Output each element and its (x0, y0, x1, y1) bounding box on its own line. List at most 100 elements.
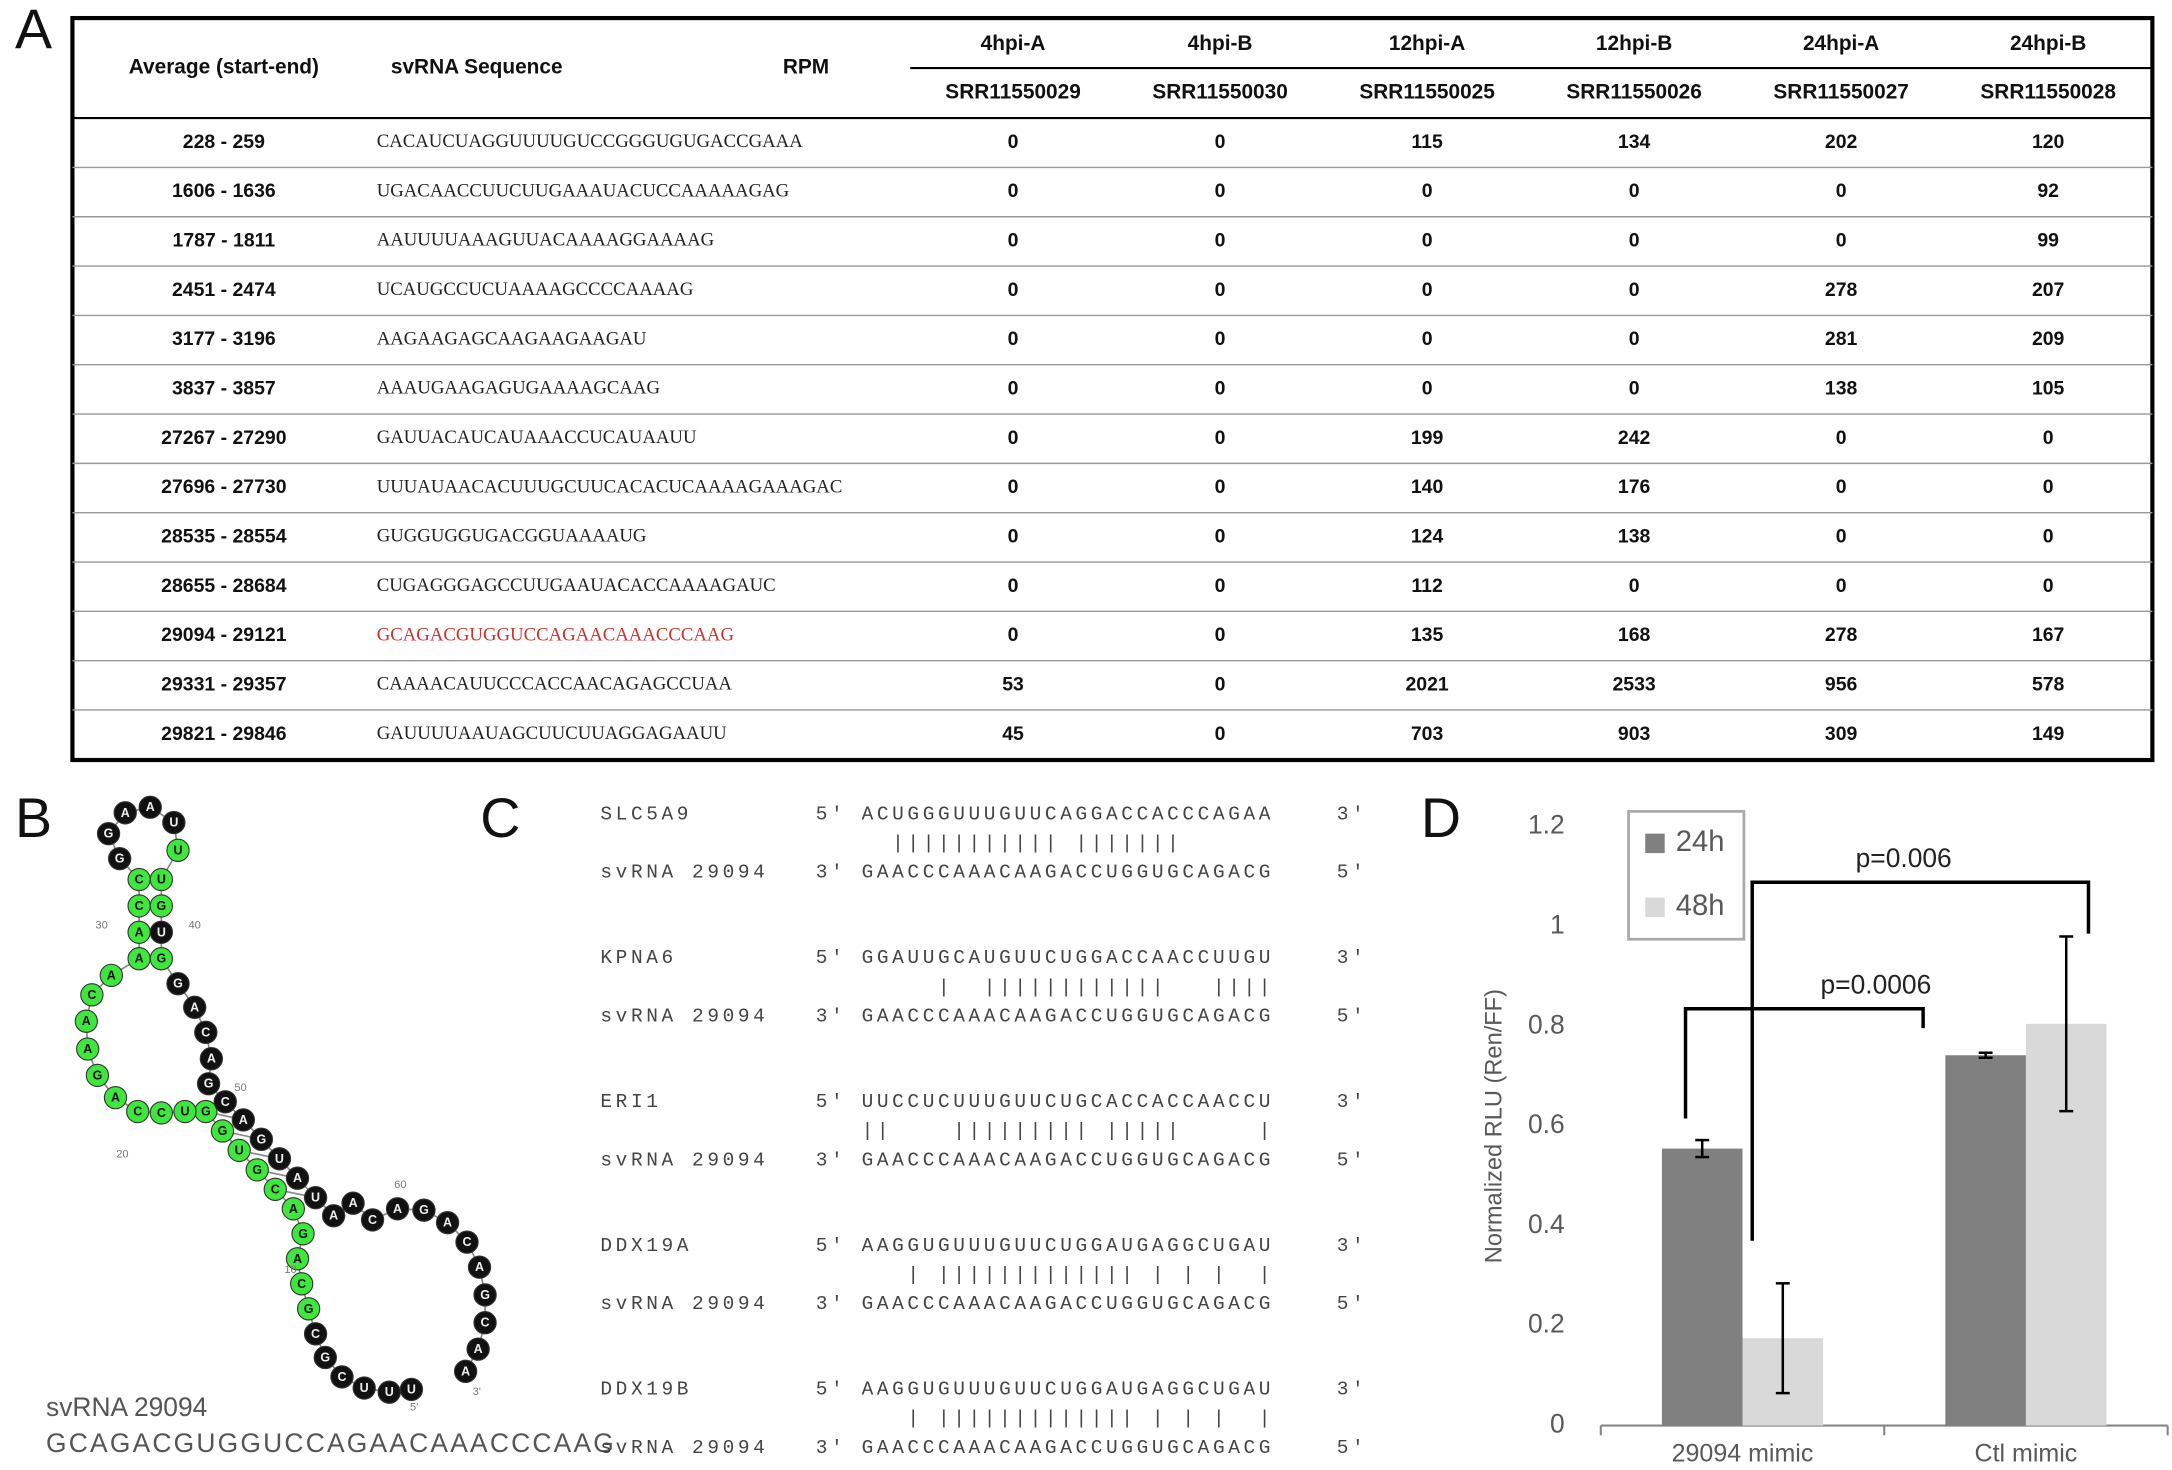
nucleotide (149, 894, 174, 918)
nucleotide-base: A (289, 1202, 298, 1216)
prime-end: 3′ (1337, 1379, 1368, 1401)
legend-swatch (1645, 897, 1665, 918)
nucleotide-base: A (393, 1202, 402, 1216)
rpm-cell: 0 (1215, 673, 1226, 695)
sample-group: 4hpi-A (981, 32, 1046, 55)
nucleotide (107, 846, 132, 871)
column-header: svRNA Sequence (391, 56, 563, 79)
range-cell: 28535 - 28554 (161, 525, 287, 547)
nucleotide (352, 1376, 376, 1400)
rpm-cell: 0 (1215, 476, 1226, 498)
sample-group: 12hpi-A (1389, 32, 1465, 55)
nucleotide-base: C (135, 899, 144, 913)
nucleotide-base: C (133, 1105, 142, 1119)
nucleotide-base: G (115, 852, 125, 866)
rpm-cell: 903 (1618, 723, 1651, 745)
range-cell: 28655 - 28684 (161, 575, 287, 597)
nucleotide-base: A (239, 1113, 248, 1127)
rpm-cell: 0 (1422, 279, 1433, 301)
rpm-cell: 309 (1825, 723, 1858, 745)
sample-id: SRR11550027 (1773, 81, 1909, 104)
rpm-cell: 0 (1836, 180, 1847, 202)
nucleotide-base: A (329, 1209, 338, 1223)
nucleotide-base: A (461, 1364, 470, 1378)
sequence-cell: AAUUUUAAAGUUACAAAAGGAAAAG (377, 230, 714, 251)
rpm-cell: 99 (2037, 230, 2059, 252)
pairing: || ||||||||| ||||| | (862, 1120, 1274, 1142)
nucleotide (103, 1085, 128, 1110)
nucleotide-base: C (135, 872, 144, 886)
pairing: ||||||||||| ||||||| (862, 833, 1183, 855)
rpm-cell: 45 (1002, 723, 1024, 745)
nucleotide-base: C (271, 1182, 280, 1196)
nucleotide-base: G (218, 1124, 228, 1138)
prime-end: 3′ (1337, 803, 1368, 825)
rpm-cell: 0 (1008, 525, 1019, 547)
rpm-cell: 202 (1825, 131, 1858, 153)
nucleotide-base: A (107, 968, 116, 982)
nucleotide (74, 1009, 98, 1033)
nucleotide-base: G (156, 952, 166, 966)
nucleotide (194, 1020, 218, 1045)
nucleotide (377, 1380, 401, 1404)
rpm-cell: 0 (1629, 575, 1640, 597)
range-cell: 3177 - 3196 (172, 328, 276, 350)
position-label: 50 (234, 1082, 246, 1094)
nucleotide-base: A (475, 1260, 484, 1274)
nucleotide (455, 1230, 479, 1254)
nucleotide (296, 1297, 321, 1321)
nucleotide-base: A (190, 1000, 199, 1014)
rpm-cell: 0 (1215, 230, 1226, 252)
svrna-sequence: GAACCCAAACAAGACCUGGUGCAGACG (862, 862, 1274, 884)
nucleotide-base: C (311, 1327, 320, 1341)
range-cell: 1606 - 1636 (172, 180, 276, 202)
nucleotide (313, 1345, 337, 1370)
legend-label: 48h (1676, 890, 1725, 922)
rpm-cell: 0 (1008, 180, 1019, 202)
prime-end: 5′ (1337, 1149, 1368, 1171)
nucleotide-base: G (104, 827, 114, 841)
nucleotide-base: U (360, 1381, 369, 1395)
nucleotide (149, 947, 174, 971)
target-sequence: GGAUUGCAUGUUCUGGACCAACCUUGU (862, 947, 1274, 969)
position-label: 30 (95, 919, 107, 931)
rpm-cell: 134 (1618, 131, 1651, 153)
rpm-cell: 0 (1008, 575, 1019, 597)
rpm-cell: 0 (1629, 279, 1640, 301)
rpm-cell: 0 (1215, 378, 1226, 400)
rpm-cell: 0 (1836, 427, 1847, 449)
rpm-cell: 0 (1629, 378, 1640, 400)
nucleotide-base: A (293, 1252, 302, 1266)
nucleotide (126, 1099, 150, 1124)
sample-id: SRR11550026 (1566, 81, 1702, 104)
pairing: | ||||||||||||| | | | | (862, 1408, 1274, 1430)
nucleotide (166, 838, 190, 862)
prime-end: 5′ (1337, 1437, 1368, 1459)
prime-end: 5′ (816, 803, 847, 825)
rpm-cell: 0 (1215, 723, 1226, 745)
nucleotide (267, 1147, 292, 1171)
nucleotide (149, 920, 174, 944)
sequence-cell: UGACAACCUUCUUGAAAUACUCCAAAAAGAG (377, 180, 790, 201)
nucleotide-base: U (157, 925, 166, 939)
rpm-cell: 0 (1008, 131, 1019, 153)
nucleotide-base: G (204, 1077, 214, 1091)
nucleotide (303, 1186, 328, 1210)
rpm-cell: 124 (1411, 525, 1444, 547)
nucleotide-base: G (480, 1288, 490, 1302)
prime-end: 5′ (1337, 1005, 1368, 1027)
range-cell: 29821 - 29846 (161, 723, 287, 745)
sample-id: SRR11550030 (1152, 81, 1288, 104)
nucleotide-base: G (298, 1227, 308, 1241)
rpm-cell: 135 (1411, 624, 1444, 646)
rpm-cell: 0 (1215, 328, 1226, 350)
sequence-cell: GAUUACAUCAUAAACCUCAUAAUU (377, 427, 697, 448)
rpm-cell: 207 (2032, 279, 2064, 301)
pairing: | |||||||||||| |||| (862, 976, 1274, 998)
sample-group: 24hpi-B (2010, 32, 2086, 55)
nucleotide (453, 1359, 478, 1384)
y-tick-label: 1 (1550, 909, 1565, 939)
backbone (85, 806, 486, 1394)
rpm-cell: 0 (1836, 525, 1847, 547)
nucleotide-base: A (135, 925, 144, 939)
